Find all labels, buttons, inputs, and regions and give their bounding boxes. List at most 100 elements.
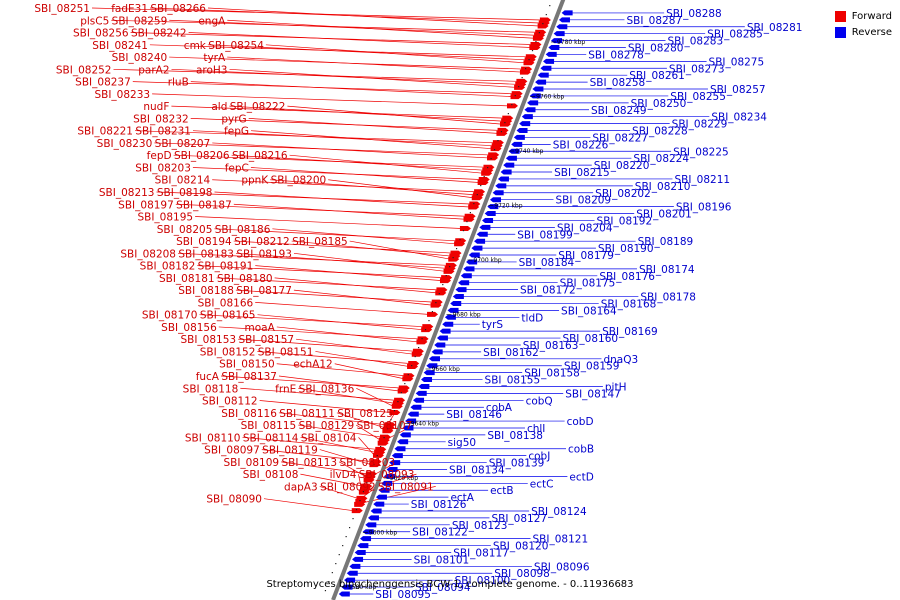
reverse-gene-label: SBI_08283 [668, 36, 724, 48]
axis-dot [418, 347, 420, 349]
reverse-gene-label: SBI_08209 [556, 195, 612, 207]
forward-leader-line [356, 424, 381, 441]
forward-gene-label: SBI_08183 [178, 248, 234, 260]
forward-gene-label: SBI_08252 [56, 64, 112, 76]
forward-gene-label: SBI_08259 [112, 15, 168, 27]
forward-leader-line [281, 461, 368, 475]
forward-gene-arrow [448, 256, 460, 262]
axis-dot [504, 122, 506, 124]
forward-gene-label: ald [211, 101, 227, 113]
forward-gene-arrow [481, 170, 493, 176]
reverse-gene-label: SBI_08220 [594, 160, 650, 172]
reverse-gene-label: SBI_08179 [558, 250, 614, 262]
reverse-gene-arrow [346, 570, 358, 576]
reverse-gene-arrow [476, 231, 488, 237]
reverse-gene-arrow [471, 245, 483, 251]
forward-gene-label: SBI_08165 [200, 310, 256, 322]
forward-leader-line [278, 375, 400, 392]
forward-gene-label: SBI_08242 [131, 28, 187, 40]
reverse-gene-label: SBI_08164 [561, 305, 617, 317]
axis-dot [521, 77, 523, 79]
forward-leader-line [298, 424, 382, 438]
forward-gene-label: SBI_08103 [339, 457, 395, 469]
reverse-gene-label: SBI_08160 [562, 333, 618, 345]
reverse-gene-arrow [354, 549, 366, 555]
forward-gene-arrow [382, 428, 394, 434]
reverse-gene-label: dnaQ3 [603, 354, 638, 366]
reverse-gene-label: SBI_08287 [626, 15, 682, 27]
forward-gene-arrow [351, 508, 363, 514]
forward-gene-arrow [363, 477, 375, 483]
reverse-gene-label: SBI_08138 [487, 430, 543, 442]
reverse-gene-arrow [434, 342, 446, 348]
axis-tick-label: 9700 kbp [473, 257, 501, 264]
reverse-gene-arrow [389, 460, 401, 466]
forward-gene-arrow [430, 302, 442, 308]
reverse-gene-arrow [527, 100, 539, 106]
axis-dot [380, 446, 382, 448]
reverse-gene-label: SBI_08162 [483, 347, 539, 359]
forward-leader-line [218, 326, 420, 340]
forward-leader-line [192, 130, 494, 147]
reverse-gene-arrow [561, 10, 573, 16]
forward-gene-label: SBI_08177 [236, 285, 292, 297]
forward-gene-label: SBI_08170 [142, 310, 198, 322]
reverse-gene-label: ectA [450, 492, 474, 504]
reverse-gene-arrow [426, 363, 438, 369]
reverse-gene-arrow [444, 314, 456, 320]
forward-gene-label: SBI_08115 [241, 420, 297, 432]
reverse-gene-arrow [352, 556, 364, 562]
forward-gene-label: SBI_08203 [135, 162, 191, 174]
reverse-gene-label: SBI_08226 [553, 139, 609, 151]
axis-dot [338, 554, 340, 556]
reverse-gene-arrow [410, 404, 422, 410]
axis-dot [549, 5, 551, 7]
reverse-gene-label: SBI_08202 [595, 188, 651, 200]
forward-gene-label: SBI_08208 [120, 248, 176, 260]
forward-gene-arrow [514, 84, 526, 90]
forward-gene-arrow [411, 351, 423, 357]
reverse-gene-arrow [529, 93, 541, 99]
forward-leader-line [177, 252, 448, 266]
forward-leader-line [242, 436, 377, 450]
forward-leader-line [276, 326, 418, 343]
forward-gene-label: SBI_08153 [180, 334, 236, 346]
forward-gene-label: SBI_08109 [223, 457, 279, 469]
reverse-gene-arrow [535, 79, 547, 85]
legend-reverse: Reverse [834, 24, 892, 40]
reverse-gene-label: SBI_08172 [520, 285, 576, 297]
reverse-gene-label: cobQ [526, 395, 553, 407]
forward-gene-label: SBI_08214 [155, 175, 211, 187]
reverse-gene-label: SBI_08280 [628, 43, 684, 55]
forward-gene-arrow [391, 403, 403, 409]
axis-dot [393, 410, 396, 412]
forward-gene-label: moaA [245, 322, 276, 334]
axis-dot [528, 59, 530, 61]
forward-gene-arrow [354, 501, 366, 507]
forward-leader-line [235, 252, 447, 269]
reverse-gene-label: SBI_08196 [676, 202, 732, 214]
reverse-gene-label: SBI_08215 [554, 167, 610, 179]
forward-gene-label: SBI_08090 [206, 494, 262, 506]
axis-dot [500, 131, 503, 133]
forward-leader-line [298, 387, 395, 404]
forward-gene-label: SBI_08205 [157, 224, 213, 236]
forward-leader-line [356, 387, 394, 407]
reverse-gene-label: SBI_08204 [557, 222, 613, 234]
reverse-gene-arrow [397, 439, 409, 445]
forward-gene-label: SBI_08213 [99, 187, 155, 199]
axis-dot [455, 248, 458, 250]
forward-gene-label: fepD [147, 150, 172, 162]
reverse-gene-arrow [338, 591, 350, 597]
reverse-gene-arrow [367, 515, 379, 521]
forward-leader-line [229, 105, 503, 122]
reverse-gene-arrow [375, 494, 387, 500]
axis-dot [411, 365, 413, 367]
axis-dot [476, 194, 478, 196]
forward-gene-label: SBI_08221 [77, 126, 133, 138]
forward-gene-label: SBI_08251 [34, 3, 90, 15]
forward-leader-line [195, 216, 462, 229]
forward-leader-line [233, 240, 453, 254]
forward-gene-label: SBI_08125 [337, 408, 393, 420]
